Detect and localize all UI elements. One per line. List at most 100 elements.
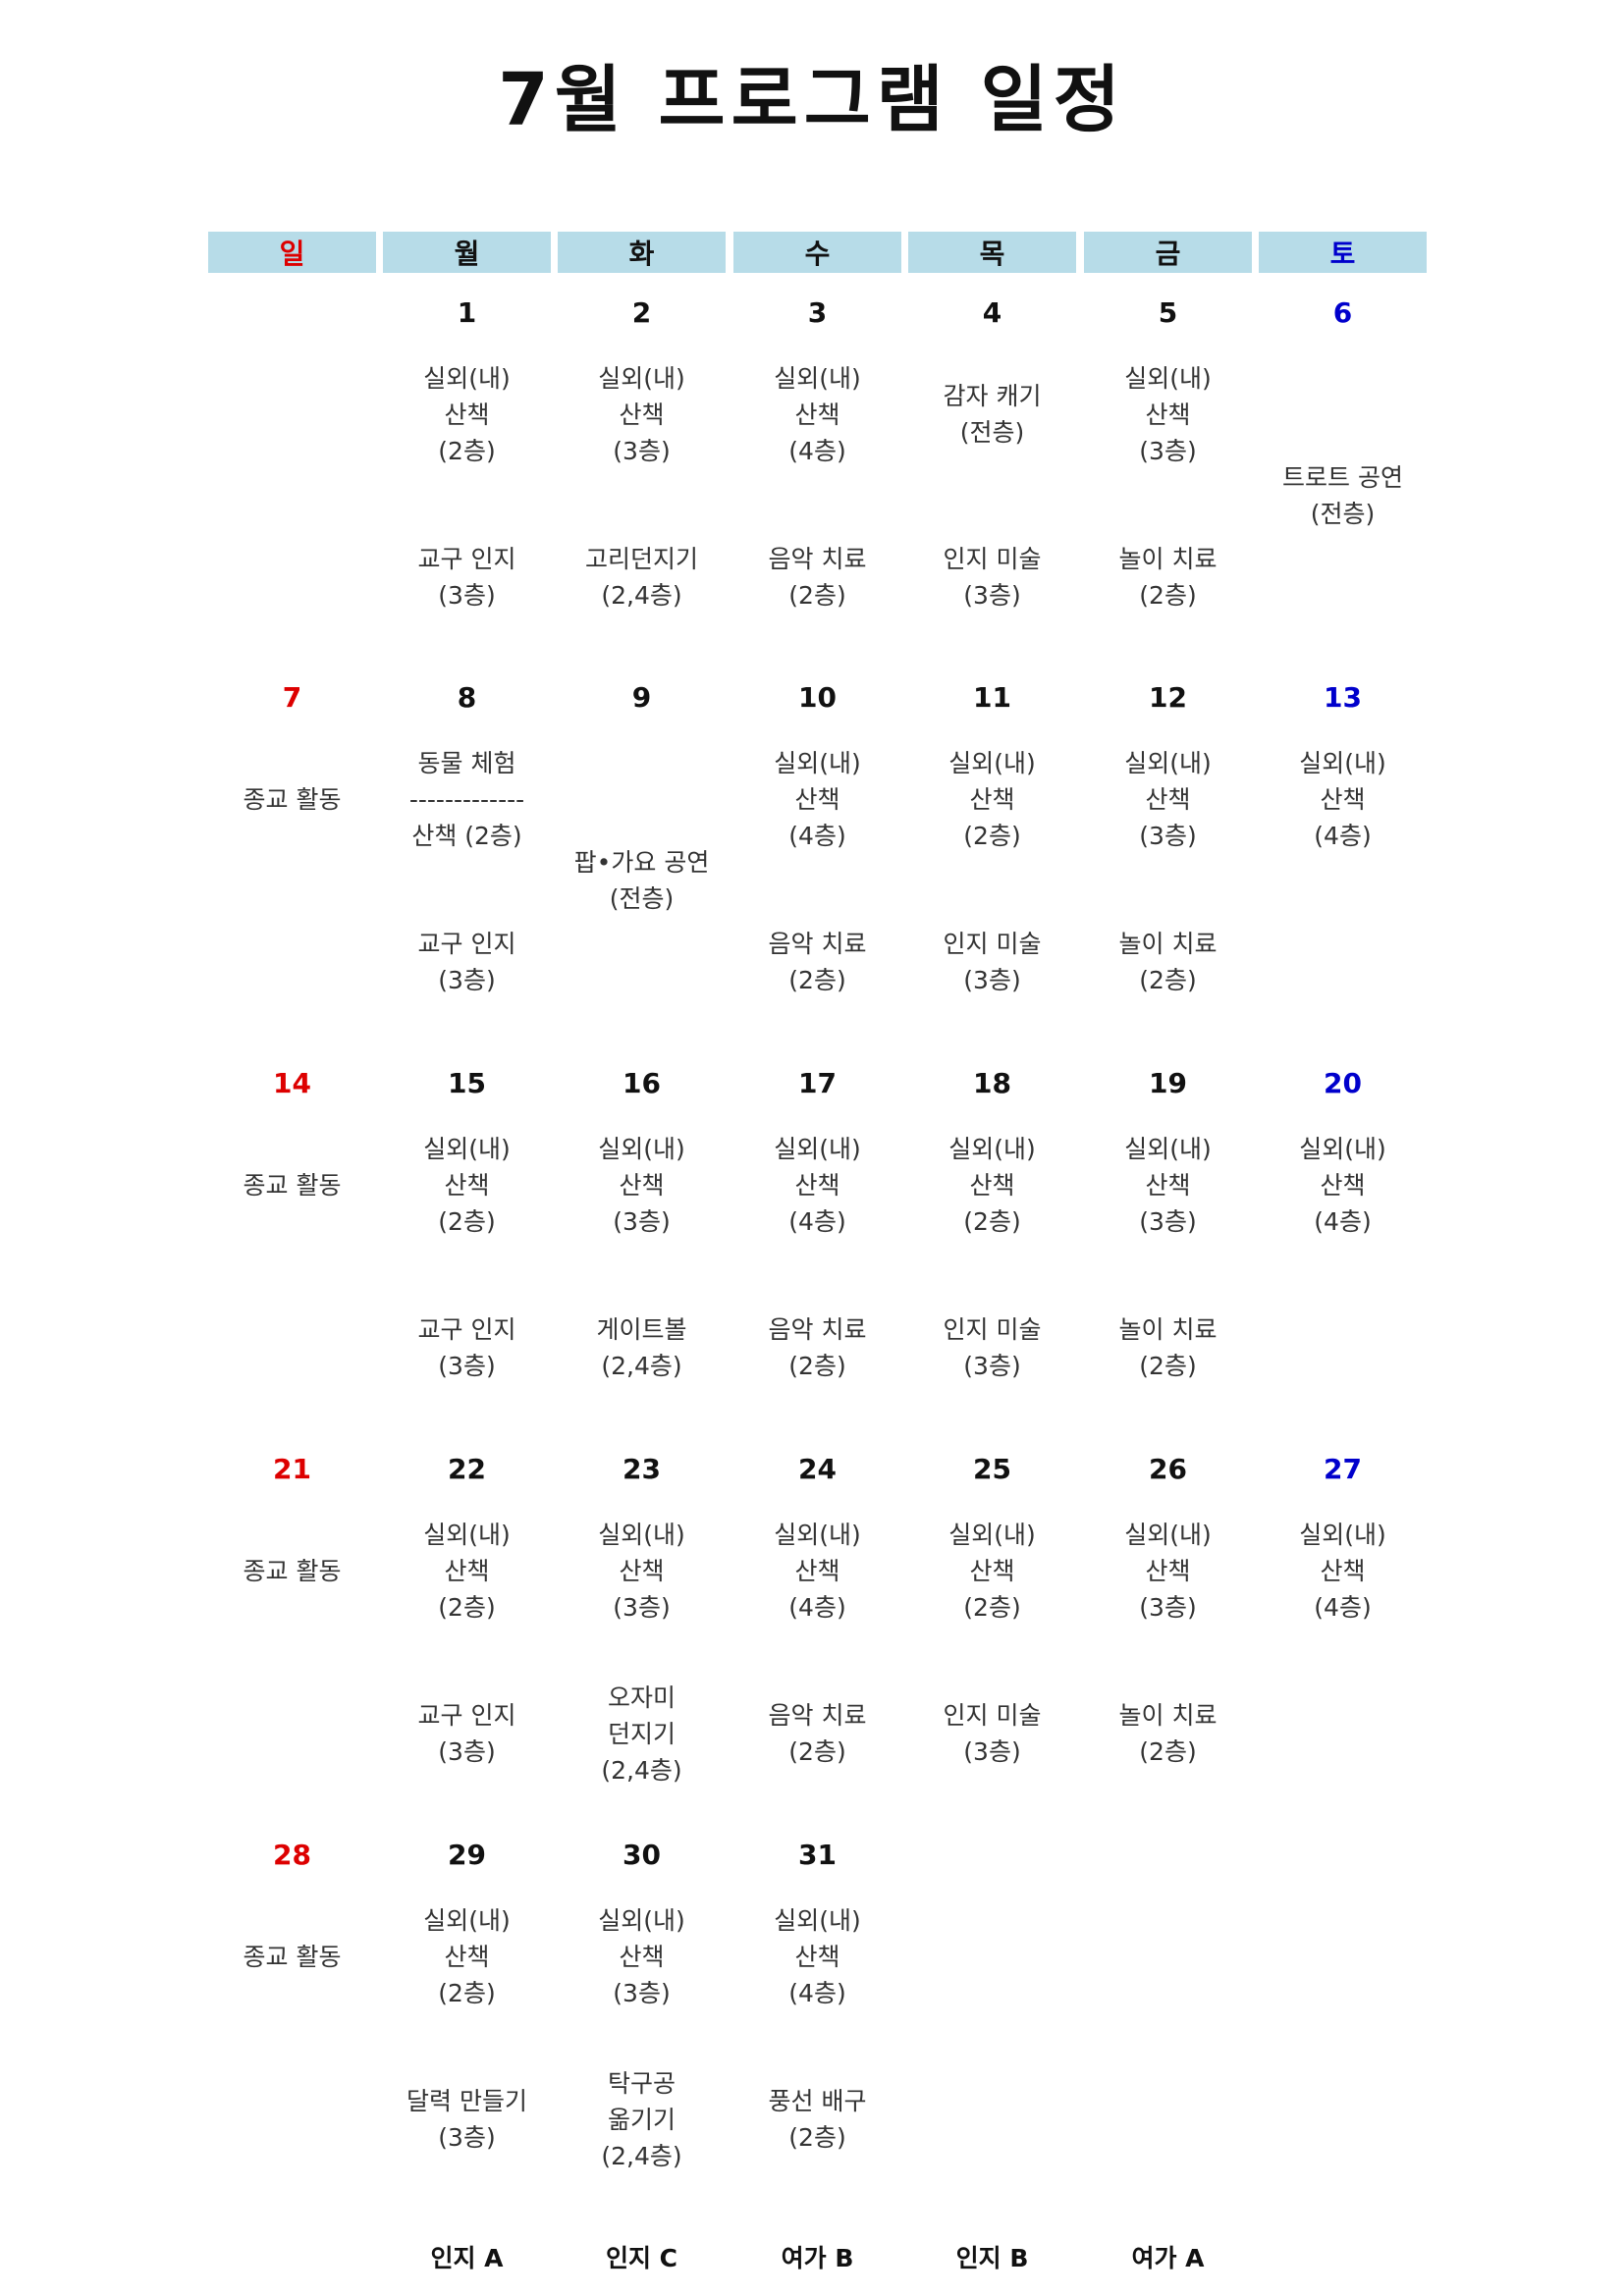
walk-program-cell: 실외(내) 산책 (2층) — [383, 333, 551, 496]
day-number: 5 — [1158, 295, 1178, 329]
activity-program-cell: 달력 만들기 (3층) — [383, 2038, 551, 2201]
program-text-line: 인지 미술 — [943, 1315, 1042, 1344]
program-text-line: 동물 체험 — [417, 748, 516, 777]
program-text-line: 종교 활동 — [243, 1942, 342, 1971]
program-text-line: (3층) — [613, 1592, 671, 1622]
walk-program-cell: 실외(내) 산책 (3층) — [558, 1875, 726, 2038]
day-number: 8 — [457, 680, 477, 714]
day-number: 29 — [448, 1838, 486, 1871]
program-text-line: (2층) — [788, 1352, 846, 1380]
program-text-line: (3층) — [1139, 821, 1197, 850]
walk-program-cell: 실외(내) 산책 (2층) — [383, 1875, 551, 2038]
program-text-line: 교구 인지 — [417, 545, 516, 573]
program-text-line: (3층) — [438, 1737, 496, 1766]
program-text-line: 산책 — [969, 1170, 1015, 1200]
activity-program-cell: 고리던지기 (2,4층) — [558, 496, 726, 659]
activity-program-cell: 인지 미술 (3층) — [908, 1266, 1076, 1429]
day-number: 16 — [623, 1066, 661, 1099]
program-text-line: (3층) — [438, 2123, 496, 2152]
group-label: 인지 A — [430, 2244, 504, 2272]
program-text-line: (3층) — [1139, 436, 1197, 465]
program-text-line: (4층) — [788, 1206, 846, 1236]
program-text-line: 실외(내) — [423, 1134, 511, 1163]
program-text-line: 산책 — [794, 1170, 840, 1200]
program-text-line: 실외(내) — [774, 1520, 861, 1549]
day-number: 24 — [798, 1452, 837, 1485]
day-number: 9 — [631, 680, 652, 714]
program-text-line: 산책 — [1145, 1556, 1191, 1585]
event-program-cell: 팝•가요 공연 (전층) — [558, 718, 726, 1043]
program-text-line: 실외(내) — [1299, 1134, 1386, 1163]
program-text-line: 실외(내) — [598, 1520, 685, 1549]
program-text-line: (2층) — [963, 1206, 1021, 1236]
activity-program-cell: 교구 인지 (3층) — [383, 496, 551, 659]
program-text-line: (3층) — [963, 1737, 1021, 1766]
program-text-line: (2층) — [1139, 1352, 1197, 1380]
activity-program-cell: 탁구공 옮기기 (2,4층) — [558, 2038, 726, 2201]
program-text-line: 실외(내) — [948, 1520, 1036, 1549]
program-text-line: (3층) — [963, 581, 1021, 610]
program-text-line: (2층) — [438, 1592, 496, 1622]
walk-program-cell: 실외(내) 산책 (2층) — [383, 1103, 551, 1266]
event-program-cell: 트로트 공연 (전층) — [1259, 333, 1427, 659]
program-text-line: (3층) — [438, 581, 496, 610]
day-number: 30 — [623, 1838, 661, 1871]
program-text-line: (3층) — [438, 1352, 496, 1380]
day-number: 1 — [457, 295, 477, 329]
program-text-line: 오자미 — [607, 1682, 676, 1712]
activity-program-cell: 놀이 치료 (2층) — [1084, 881, 1252, 1043]
program-text-line: 종교 활동 — [243, 1556, 342, 1585]
day-number: 12 — [1149, 680, 1187, 714]
program-text-line: (2,4층) — [601, 581, 682, 610]
day-number: 19 — [1149, 1066, 1187, 1099]
program-text-line: (4층) — [788, 1978, 846, 2007]
program-text-line: 실외(내) — [598, 1905, 685, 1935]
program-text-line: 실외(내) — [598, 363, 685, 393]
program-text-line: 산책 — [1145, 400, 1191, 429]
program-text-line: (4층) — [1314, 1592, 1372, 1622]
program-text-line: 산책 — [444, 1556, 490, 1585]
activity-program-cell: 교구 인지 (3층) — [383, 881, 551, 1043]
day-number: 18 — [973, 1066, 1011, 1099]
program-text-line: 실외(내) — [423, 1905, 511, 1935]
program-text-line: 교구 인지 — [417, 930, 516, 958]
program-text-line: 교구 인지 — [417, 1315, 516, 1344]
program-text-line: (2층) — [1139, 1737, 1197, 1766]
program-text-line: 놀이 치료 — [1118, 1315, 1218, 1344]
day-number: 22 — [448, 1452, 486, 1485]
program-text-line: 던지기 — [607, 1719, 676, 1748]
weekday-header: 수 — [733, 232, 901, 273]
walk-program-cell: 실외(내) 산책 (3층) — [558, 333, 726, 496]
walk-program-cell: 실외(내) 산책 (3층) — [1084, 1489, 1252, 1652]
day-number: 7 — [282, 680, 302, 714]
walk-program-cell: 실외(내) 산책 (4층) — [733, 1489, 901, 1652]
program-text-line: 산책 — [619, 1942, 665, 1971]
walk-program-cell: 종교 활동 — [208, 1489, 376, 1652]
program-text-line: 산책 — [619, 1170, 665, 1200]
program-text-line: (2층) — [788, 2123, 846, 2152]
program-text-line: (2층) — [1139, 966, 1197, 994]
day-number: 17 — [798, 1066, 837, 1099]
walk-program-cell: 실외(내) 산책 (2층) — [908, 1103, 1076, 1266]
program-text-line: (4층) — [788, 1592, 846, 1622]
day-number: 25 — [973, 1452, 1011, 1485]
program-text-line: (4층) — [1314, 1206, 1372, 1236]
day-number: 11 — [973, 680, 1011, 714]
program-text-line: 실외(내) — [774, 748, 861, 777]
group-label: 인지 B — [955, 2244, 1029, 2272]
walk-program-cell: 실외(내) 산책 (4층) — [733, 718, 901, 881]
group-label: 여가 A — [1131, 2244, 1205, 2272]
program-text-line: (4층) — [788, 821, 846, 850]
activity-program-cell: 음악 치료 (2층) — [733, 496, 901, 659]
day-number: 2 — [631, 295, 652, 329]
activity-program-cell: 음악 치료 (2층) — [733, 881, 901, 1043]
program-text-line: 교구 인지 — [417, 1701, 516, 1730]
activity-program-cell: 놀이 치료 (2층) — [1084, 1266, 1252, 1429]
walk-program-cell: 실외(내) 산책 (2층) — [908, 718, 1076, 881]
program-text-line: (3층) — [1139, 1206, 1197, 1236]
program-text-line: 산책 — [794, 1942, 840, 1971]
program-text-line: 옮기기 — [607, 2105, 676, 2134]
program-text-line: (2,4층) — [601, 2141, 682, 2170]
walk-program-cell: 실외(내) 산책 (4층) — [733, 1875, 901, 2038]
weekday-header: 토 — [1259, 232, 1427, 273]
